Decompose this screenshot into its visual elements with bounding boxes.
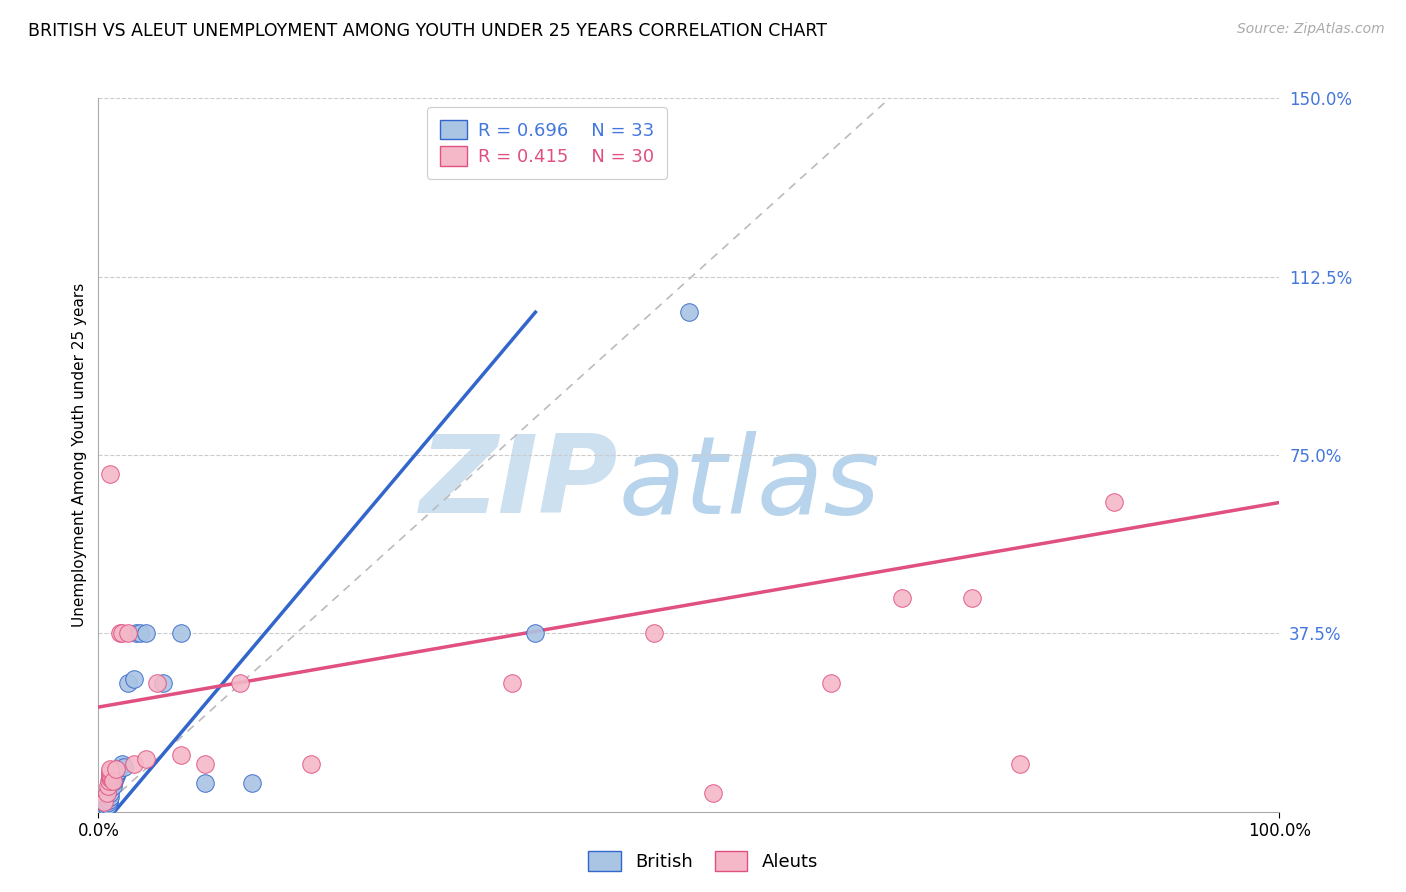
Point	[96, 786, 118, 800]
Point	[117, 676, 139, 690]
Point	[1008, 757, 1031, 772]
Point	[98, 766, 121, 780]
Point	[105, 764, 128, 779]
Point	[135, 626, 157, 640]
Point	[98, 772, 121, 786]
Point	[111, 626, 134, 640]
Point	[146, 676, 169, 690]
Text: Source: ZipAtlas.com: Source: ZipAtlas.com	[1237, 22, 1385, 37]
Point	[122, 757, 145, 772]
Point	[117, 626, 139, 640]
Point	[108, 759, 131, 773]
Point	[105, 762, 128, 776]
Point	[890, 591, 912, 605]
Point	[122, 672, 145, 686]
Text: BRITISH VS ALEUT UNEMPLOYMENT AMONG YOUTH UNDER 25 YEARS CORRELATION CHART: BRITISH VS ALEUT UNEMPLOYMENT AMONG YOUT…	[28, 22, 827, 40]
Point	[98, 467, 121, 481]
Point	[170, 747, 193, 762]
Legend: R = 0.696    N = 33, R = 0.415    N = 30: R = 0.696 N = 33, R = 0.415 N = 30	[427, 107, 666, 178]
Point	[107, 764, 129, 779]
Point	[96, 801, 118, 815]
Point	[98, 762, 121, 776]
Point	[98, 779, 121, 793]
Point	[98, 773, 121, 788]
Point	[105, 769, 128, 783]
Point	[98, 773, 121, 788]
Point	[108, 626, 131, 640]
Point	[962, 591, 984, 605]
Point	[103, 773, 125, 788]
Point	[97, 779, 120, 793]
Point	[1102, 495, 1125, 509]
Point	[98, 795, 121, 809]
Point	[101, 779, 124, 793]
Point	[97, 797, 120, 812]
Point	[105, 762, 128, 776]
Point	[820, 676, 842, 690]
Point	[98, 776, 121, 790]
Point	[98, 780, 121, 795]
Legend: British, Aleuts: British, Aleuts	[581, 844, 825, 879]
Point	[678, 305, 700, 319]
Point	[112, 759, 135, 773]
Point	[194, 757, 217, 772]
Point	[98, 769, 121, 783]
Y-axis label: Unemployment Among Youth under 25 years: Unemployment Among Youth under 25 years	[72, 283, 87, 627]
Point	[96, 800, 118, 814]
Point	[93, 795, 115, 809]
Point	[105, 766, 128, 780]
Point	[98, 790, 121, 805]
Point	[229, 676, 252, 690]
Point	[501, 676, 523, 690]
Point	[524, 626, 547, 640]
Point	[128, 626, 150, 640]
Point	[101, 773, 124, 788]
Text: ZIP: ZIP	[420, 431, 619, 536]
Point	[93, 802, 115, 816]
Point	[194, 776, 217, 790]
Point	[111, 757, 134, 772]
Point	[135, 752, 157, 766]
Point	[240, 776, 263, 790]
Point	[98, 786, 121, 800]
Point	[125, 626, 148, 640]
Point	[98, 764, 121, 779]
Point	[98, 793, 121, 807]
Point	[643, 626, 665, 640]
Point	[170, 626, 193, 640]
Point	[299, 757, 322, 772]
Point	[152, 676, 174, 690]
Point	[702, 786, 724, 800]
Text: atlas: atlas	[619, 431, 880, 536]
